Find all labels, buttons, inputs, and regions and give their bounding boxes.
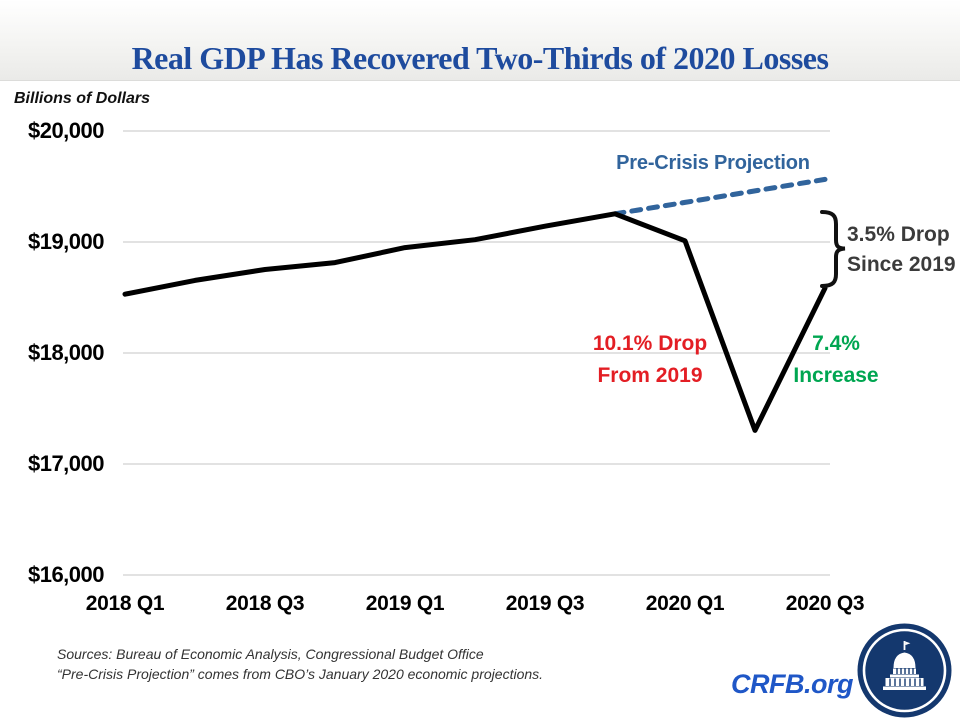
crfb-brand-text: CRFB.org xyxy=(731,669,853,699)
y-tick-label: $19,000 xyxy=(27,229,105,254)
x-tick-label: 2020 Q1 xyxy=(645,592,725,615)
x-tick-label: 2018 Q3 xyxy=(225,592,305,615)
annotation-line: Since 2019 xyxy=(847,253,956,276)
crfb-capitol-logo xyxy=(857,623,952,718)
y-tick-label: $20,000 xyxy=(27,118,105,143)
brace-annotation xyxy=(820,210,846,288)
capitol-icon xyxy=(857,623,952,718)
y-axis-title: Billions of Dollars xyxy=(14,90,151,107)
gdp-solid-line xyxy=(122,211,828,433)
pre-crisis-projection-label: Pre-Crisis Projection xyxy=(583,152,843,175)
y-tick-label: $17,000 xyxy=(27,451,105,476)
x-tick-label: 2018 Q1 xyxy=(85,592,165,615)
sources-note: Sources: Bureau of Economic Analysis, Co… xyxy=(57,644,543,684)
x-tick-label: 2019 Q3 xyxy=(505,592,585,615)
y-tick-label: $18,000 xyxy=(27,340,105,365)
annotation-line: 7.4% xyxy=(812,332,860,355)
source-line-2: “Pre-Crisis Projection” comes from CBO’s… xyxy=(57,666,544,682)
x-tick-label: 2019 Q1 xyxy=(365,592,445,615)
annotation-line: Increase xyxy=(793,364,879,387)
header-band xyxy=(0,0,960,81)
drop-since-2019-annotation: 3.5% Drop Since 2019 xyxy=(847,220,960,280)
increase-annotation: 7.4% Increase xyxy=(766,328,906,392)
source-line-1: Sources: Bureau of Economic Analysis, Co… xyxy=(57,646,484,662)
x-tick-label: 2020 Q3 xyxy=(785,592,865,615)
drop-from-2019-annotation: 10.1% Drop From 2019 xyxy=(570,328,730,392)
annotation-line: 3.5% Drop xyxy=(847,223,950,246)
annotation-line: 10.1% Drop xyxy=(592,332,708,355)
y-tick-label: $16,000 xyxy=(27,562,105,587)
projection-dashed-line xyxy=(612,176,828,217)
annotation-line: From 2019 xyxy=(597,364,703,387)
annotation-line: Pre-Crisis Projection xyxy=(616,152,810,174)
page-title: Real GDP Has Recovered Two-Thirds of 202… xyxy=(131,40,829,76)
